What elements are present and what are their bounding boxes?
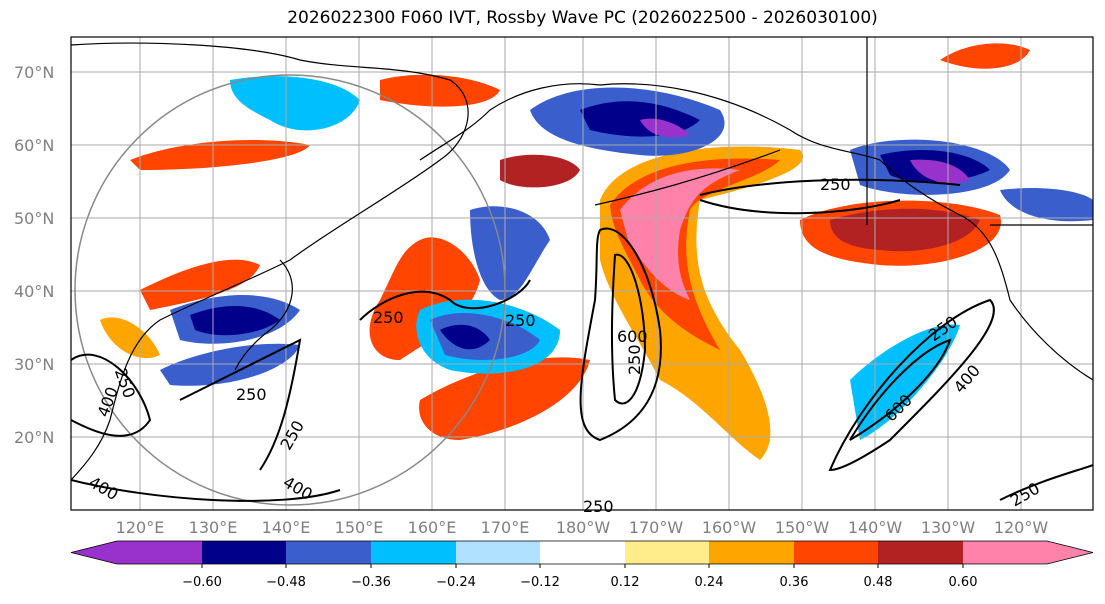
lat-label: 20°N	[14, 428, 54, 447]
figure-title: 2026022300 F060 IVT, Rossby Wave PC (202…	[287, 8, 878, 28]
lon-label: 150°E	[335, 518, 384, 537]
contour-label: 250	[236, 385, 267, 404]
lon-label: 170°E	[481, 518, 530, 537]
colorbar-segment	[540, 541, 625, 564]
contour-label: 250	[583, 497, 614, 516]
lon-label: 160°E	[408, 518, 457, 537]
lon-label: 140°E	[262, 518, 311, 537]
contour-label: 400	[86, 472, 122, 504]
coastlines	[71, 37, 1093, 481]
colorbar-segment	[963, 541, 1093, 564]
lon-label: 130°W	[921, 518, 976, 537]
lat-label: 50°N	[14, 209, 54, 228]
colorbar-segment	[202, 541, 286, 564]
colorbar-segment	[71, 541, 202, 564]
colorbar-segment	[371, 541, 456, 564]
contour-label: 250	[625, 344, 644, 375]
colorbar-tick-label: −0.48	[266, 575, 306, 590]
lon-label: 120°E	[116, 518, 165, 537]
colorbar-tick-label: −0.12	[520, 575, 560, 590]
lon-label: 160°W	[702, 518, 757, 537]
map-frame	[70, 36, 1094, 511]
contour-label: 250	[505, 311, 536, 330]
lon-label: 170°W	[629, 518, 684, 537]
graticule	[71, 37, 1093, 510]
contour-label: 250	[820, 175, 851, 194]
colorbar-tick-label: 0.24	[695, 575, 724, 590]
colorbar-tick-label: 0.48	[864, 575, 893, 590]
longitude-labels: 120°E 130°E 140°E 150°E 160°E 170°E 180°…	[116, 518, 1049, 537]
colorbar-segment	[878, 541, 963, 564]
colorbar	[70, 540, 1094, 568]
colorbar-tick-label: 0.60	[949, 575, 978, 590]
radius-circle	[74, 74, 506, 506]
colorbar-segment	[286, 541, 371, 564]
contour-label: 400	[94, 384, 122, 419]
contour-label: 600	[617, 327, 648, 346]
lon-label: 120°W	[994, 518, 1049, 537]
lat-label: 70°N	[14, 63, 54, 82]
contour-label: 400	[950, 361, 984, 397]
colorbar-tick-label: 0.36	[780, 575, 809, 590]
lat-label: 30°N	[14, 355, 54, 374]
lon-label: 130°E	[189, 518, 238, 537]
colorbar-tick-label: −0.60	[182, 575, 222, 590]
lon-label: 180°W	[556, 518, 611, 537]
contour-label: 250	[373, 308, 404, 327]
colorbar-segment	[456, 541, 540, 564]
colorbar-segment	[625, 541, 709, 564]
colorbar-tick-label: −0.36	[351, 575, 391, 590]
colorbar-segment	[709, 541, 794, 564]
colorbar-ticks: −0.60 −0.48 −0.36 −0.24 −0.12 0.12 0.24 …	[182, 575, 977, 590]
colorbar-tick-label: −0.24	[436, 575, 476, 590]
colorbar-segment	[794, 541, 878, 564]
lon-label: 150°W	[775, 518, 830, 537]
latitude-labels: 70°N 60°N 50°N 40°N 30°N 20°N	[14, 63, 54, 447]
lat-label: 40°N	[14, 282, 54, 301]
lat-label: 60°N	[14, 136, 54, 155]
colorbar-tick-label: 0.12	[611, 575, 640, 590]
colorbar-outline	[70, 540, 1094, 565]
ivt-contours	[71, 178, 1093, 502]
lon-label: 140°W	[848, 518, 903, 537]
